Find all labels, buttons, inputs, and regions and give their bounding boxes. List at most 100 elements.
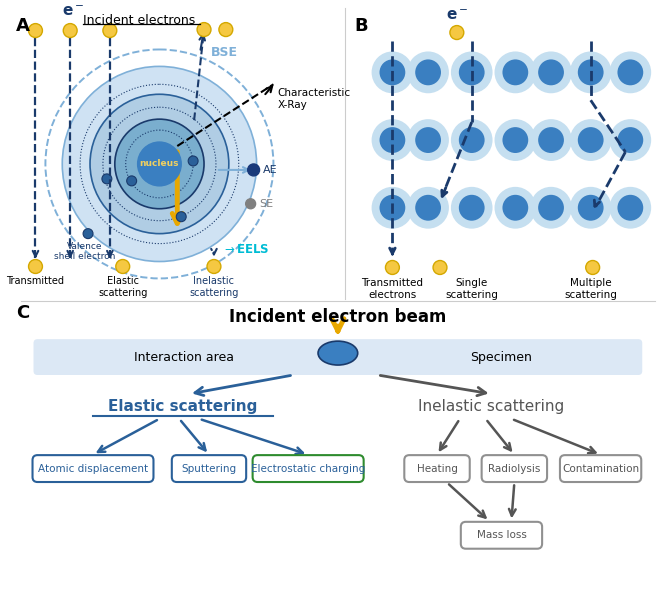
FancyBboxPatch shape	[405, 455, 470, 482]
Circle shape	[570, 51, 611, 93]
Circle shape	[503, 60, 528, 85]
Ellipse shape	[318, 341, 358, 365]
Text: C: C	[15, 304, 29, 322]
Circle shape	[617, 195, 643, 221]
Text: Multiple
scattering: Multiple scattering	[564, 278, 617, 300]
Circle shape	[538, 195, 564, 221]
Circle shape	[459, 195, 484, 221]
Text: Atomic displacement: Atomic displacement	[38, 464, 148, 474]
Text: Interaction area: Interaction area	[134, 350, 234, 364]
Circle shape	[29, 259, 42, 274]
Circle shape	[530, 51, 572, 93]
Text: Incident electrons: Incident electrons	[83, 14, 196, 27]
Circle shape	[90, 94, 229, 234]
Text: Valence
shell electron: Valence shell electron	[54, 242, 116, 261]
Circle shape	[451, 51, 493, 93]
Text: Contamination: Contamination	[562, 464, 639, 474]
Text: B: B	[355, 17, 368, 35]
Circle shape	[385, 261, 399, 274]
Text: e$^-$: e$^-$	[446, 8, 468, 23]
FancyBboxPatch shape	[560, 455, 641, 482]
Text: Specimen: Specimen	[470, 350, 532, 364]
Circle shape	[62, 67, 256, 262]
Circle shape	[459, 60, 484, 85]
Circle shape	[530, 119, 572, 161]
Circle shape	[609, 119, 651, 161]
Circle shape	[586, 261, 600, 274]
Circle shape	[450, 26, 464, 39]
Text: Heating: Heating	[417, 464, 458, 474]
Text: Mass loss: Mass loss	[476, 530, 527, 540]
Circle shape	[407, 119, 449, 161]
Circle shape	[503, 127, 528, 153]
Circle shape	[407, 51, 449, 93]
Circle shape	[617, 127, 643, 153]
Text: Elastic scattering: Elastic scattering	[107, 399, 257, 414]
Circle shape	[415, 127, 441, 153]
Circle shape	[570, 119, 611, 161]
Circle shape	[495, 187, 536, 228]
Text: Incident electron beam: Incident electron beam	[229, 308, 447, 326]
Circle shape	[29, 24, 42, 37]
Circle shape	[495, 119, 536, 161]
Circle shape	[617, 60, 643, 85]
Circle shape	[578, 195, 604, 221]
Text: Single
scattering: Single scattering	[446, 278, 498, 300]
FancyBboxPatch shape	[172, 455, 246, 482]
FancyBboxPatch shape	[461, 522, 542, 549]
Circle shape	[433, 261, 447, 274]
Circle shape	[372, 187, 413, 228]
Circle shape	[248, 164, 260, 176]
Text: e$^-$: e$^-$	[62, 4, 85, 18]
Text: SE: SE	[260, 199, 274, 209]
Circle shape	[503, 195, 528, 221]
Text: nucleus: nucleus	[140, 159, 179, 168]
Circle shape	[116, 259, 130, 274]
Text: $\rightarrow$EELS: $\rightarrow$EELS	[222, 243, 270, 256]
Circle shape	[407, 187, 449, 228]
Circle shape	[380, 60, 405, 85]
Circle shape	[219, 23, 233, 36]
Text: Characteristic
X-Ray: Characteristic X-Ray	[277, 88, 350, 110]
Circle shape	[380, 195, 405, 221]
Text: Radiolysis: Radiolysis	[488, 464, 541, 474]
Circle shape	[538, 127, 564, 153]
FancyBboxPatch shape	[252, 455, 364, 482]
Circle shape	[127, 176, 137, 186]
Circle shape	[188, 156, 198, 166]
FancyBboxPatch shape	[482, 455, 547, 482]
Circle shape	[246, 199, 256, 209]
Circle shape	[380, 127, 405, 153]
Circle shape	[103, 24, 117, 37]
Circle shape	[83, 228, 93, 239]
Circle shape	[176, 212, 186, 222]
FancyBboxPatch shape	[34, 339, 642, 375]
Circle shape	[495, 51, 536, 93]
Text: A: A	[15, 17, 30, 35]
Circle shape	[570, 187, 611, 228]
Circle shape	[578, 127, 604, 153]
Circle shape	[372, 119, 413, 161]
Text: Sputtering: Sputtering	[181, 464, 237, 474]
Circle shape	[609, 187, 651, 228]
Circle shape	[102, 174, 112, 184]
Circle shape	[138, 142, 181, 186]
Circle shape	[197, 23, 211, 36]
Text: BSE: BSE	[211, 46, 238, 59]
Text: Transmitted: Transmitted	[7, 277, 64, 286]
Text: Inelastic scattering: Inelastic scattering	[419, 399, 565, 414]
Circle shape	[578, 60, 604, 85]
Text: Inelastic
scattering: Inelastic scattering	[189, 277, 239, 298]
Circle shape	[63, 24, 77, 37]
Circle shape	[415, 60, 441, 85]
Circle shape	[530, 187, 572, 228]
Circle shape	[459, 127, 484, 153]
Text: AE: AE	[262, 165, 277, 175]
Circle shape	[372, 51, 413, 93]
Text: Transmitted
electrons: Transmitted electrons	[362, 278, 423, 300]
Circle shape	[538, 60, 564, 85]
Circle shape	[451, 187, 493, 228]
Circle shape	[115, 119, 204, 209]
Circle shape	[451, 119, 493, 161]
Text: Electrostatic charging: Electrostatic charging	[251, 464, 365, 474]
